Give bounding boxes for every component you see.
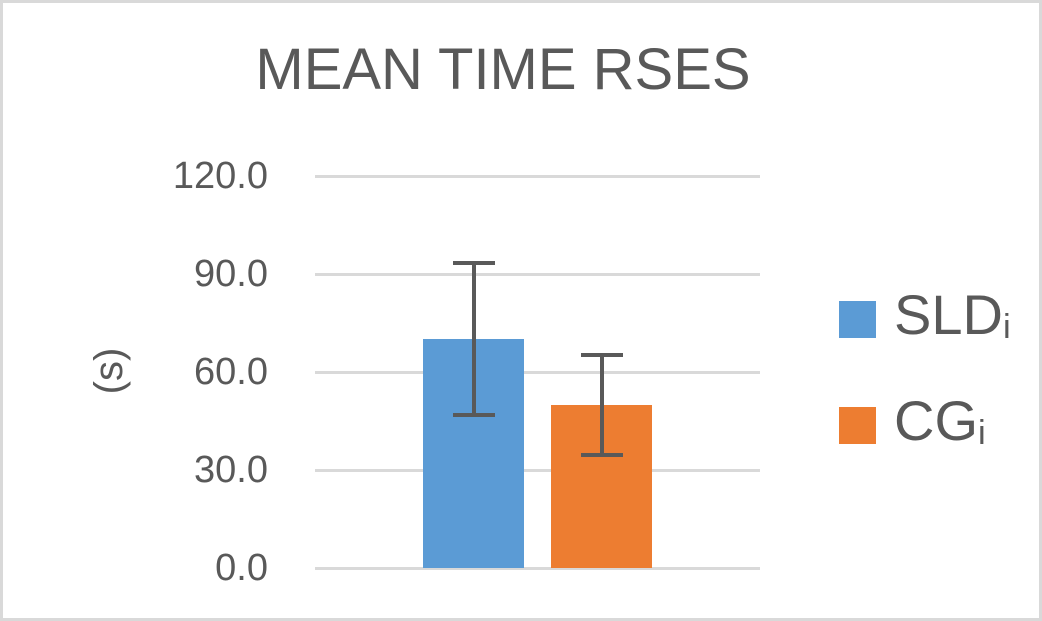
legend-label-sld: SLDi — [894, 287, 1011, 351]
legend-label-cg: CGi — [894, 393, 986, 457]
gridline — [315, 272, 760, 276]
legend-label-sld-base: SLD — [894, 283, 1003, 346]
legend: SLDi CGi — [839, 287, 1011, 453]
y-tick-label: 60.0 — [194, 351, 268, 393]
legend-label-cg-base: CG — [894, 389, 978, 452]
legend-swatch-cg — [839, 406, 876, 444]
y-tick-label: 90.0 — [194, 253, 268, 295]
error-bar-cap-bottom-CGi — [580, 452, 623, 457]
y-tick-label: 120.0 — [172, 155, 268, 197]
plot-area — [315, 174, 760, 570]
error-bar-SLDi — [471, 263, 476, 416]
legend-item-cg: CGi — [839, 393, 1011, 453]
error-bar-cap-top-CGi — [580, 352, 623, 357]
y-axis-ticks: 0.0 30.0 60.0 90.0 120.0 — [118, 155, 268, 589]
legend-label-cg-subscript: i — [978, 414, 986, 453]
error-bar-cap-bottom-SLDi — [452, 413, 495, 418]
legend-item-sld: SLDi — [839, 287, 1011, 347]
y-tick-label: 0.0 — [215, 547, 268, 589]
gridline — [315, 468, 760, 472]
legend-swatch-sld — [839, 300, 876, 338]
gridline — [315, 174, 760, 178]
error-bar-CGi — [599, 354, 604, 455]
y-tick-label: 30.0 — [194, 449, 268, 491]
error-bar-cap-top-SLDi — [452, 261, 495, 266]
chart-title: MEAN TIME RSES — [255, 37, 751, 102]
legend-label-sld-subscript: i — [1002, 308, 1011, 347]
gridline — [315, 566, 760, 570]
gridline — [315, 370, 760, 374]
